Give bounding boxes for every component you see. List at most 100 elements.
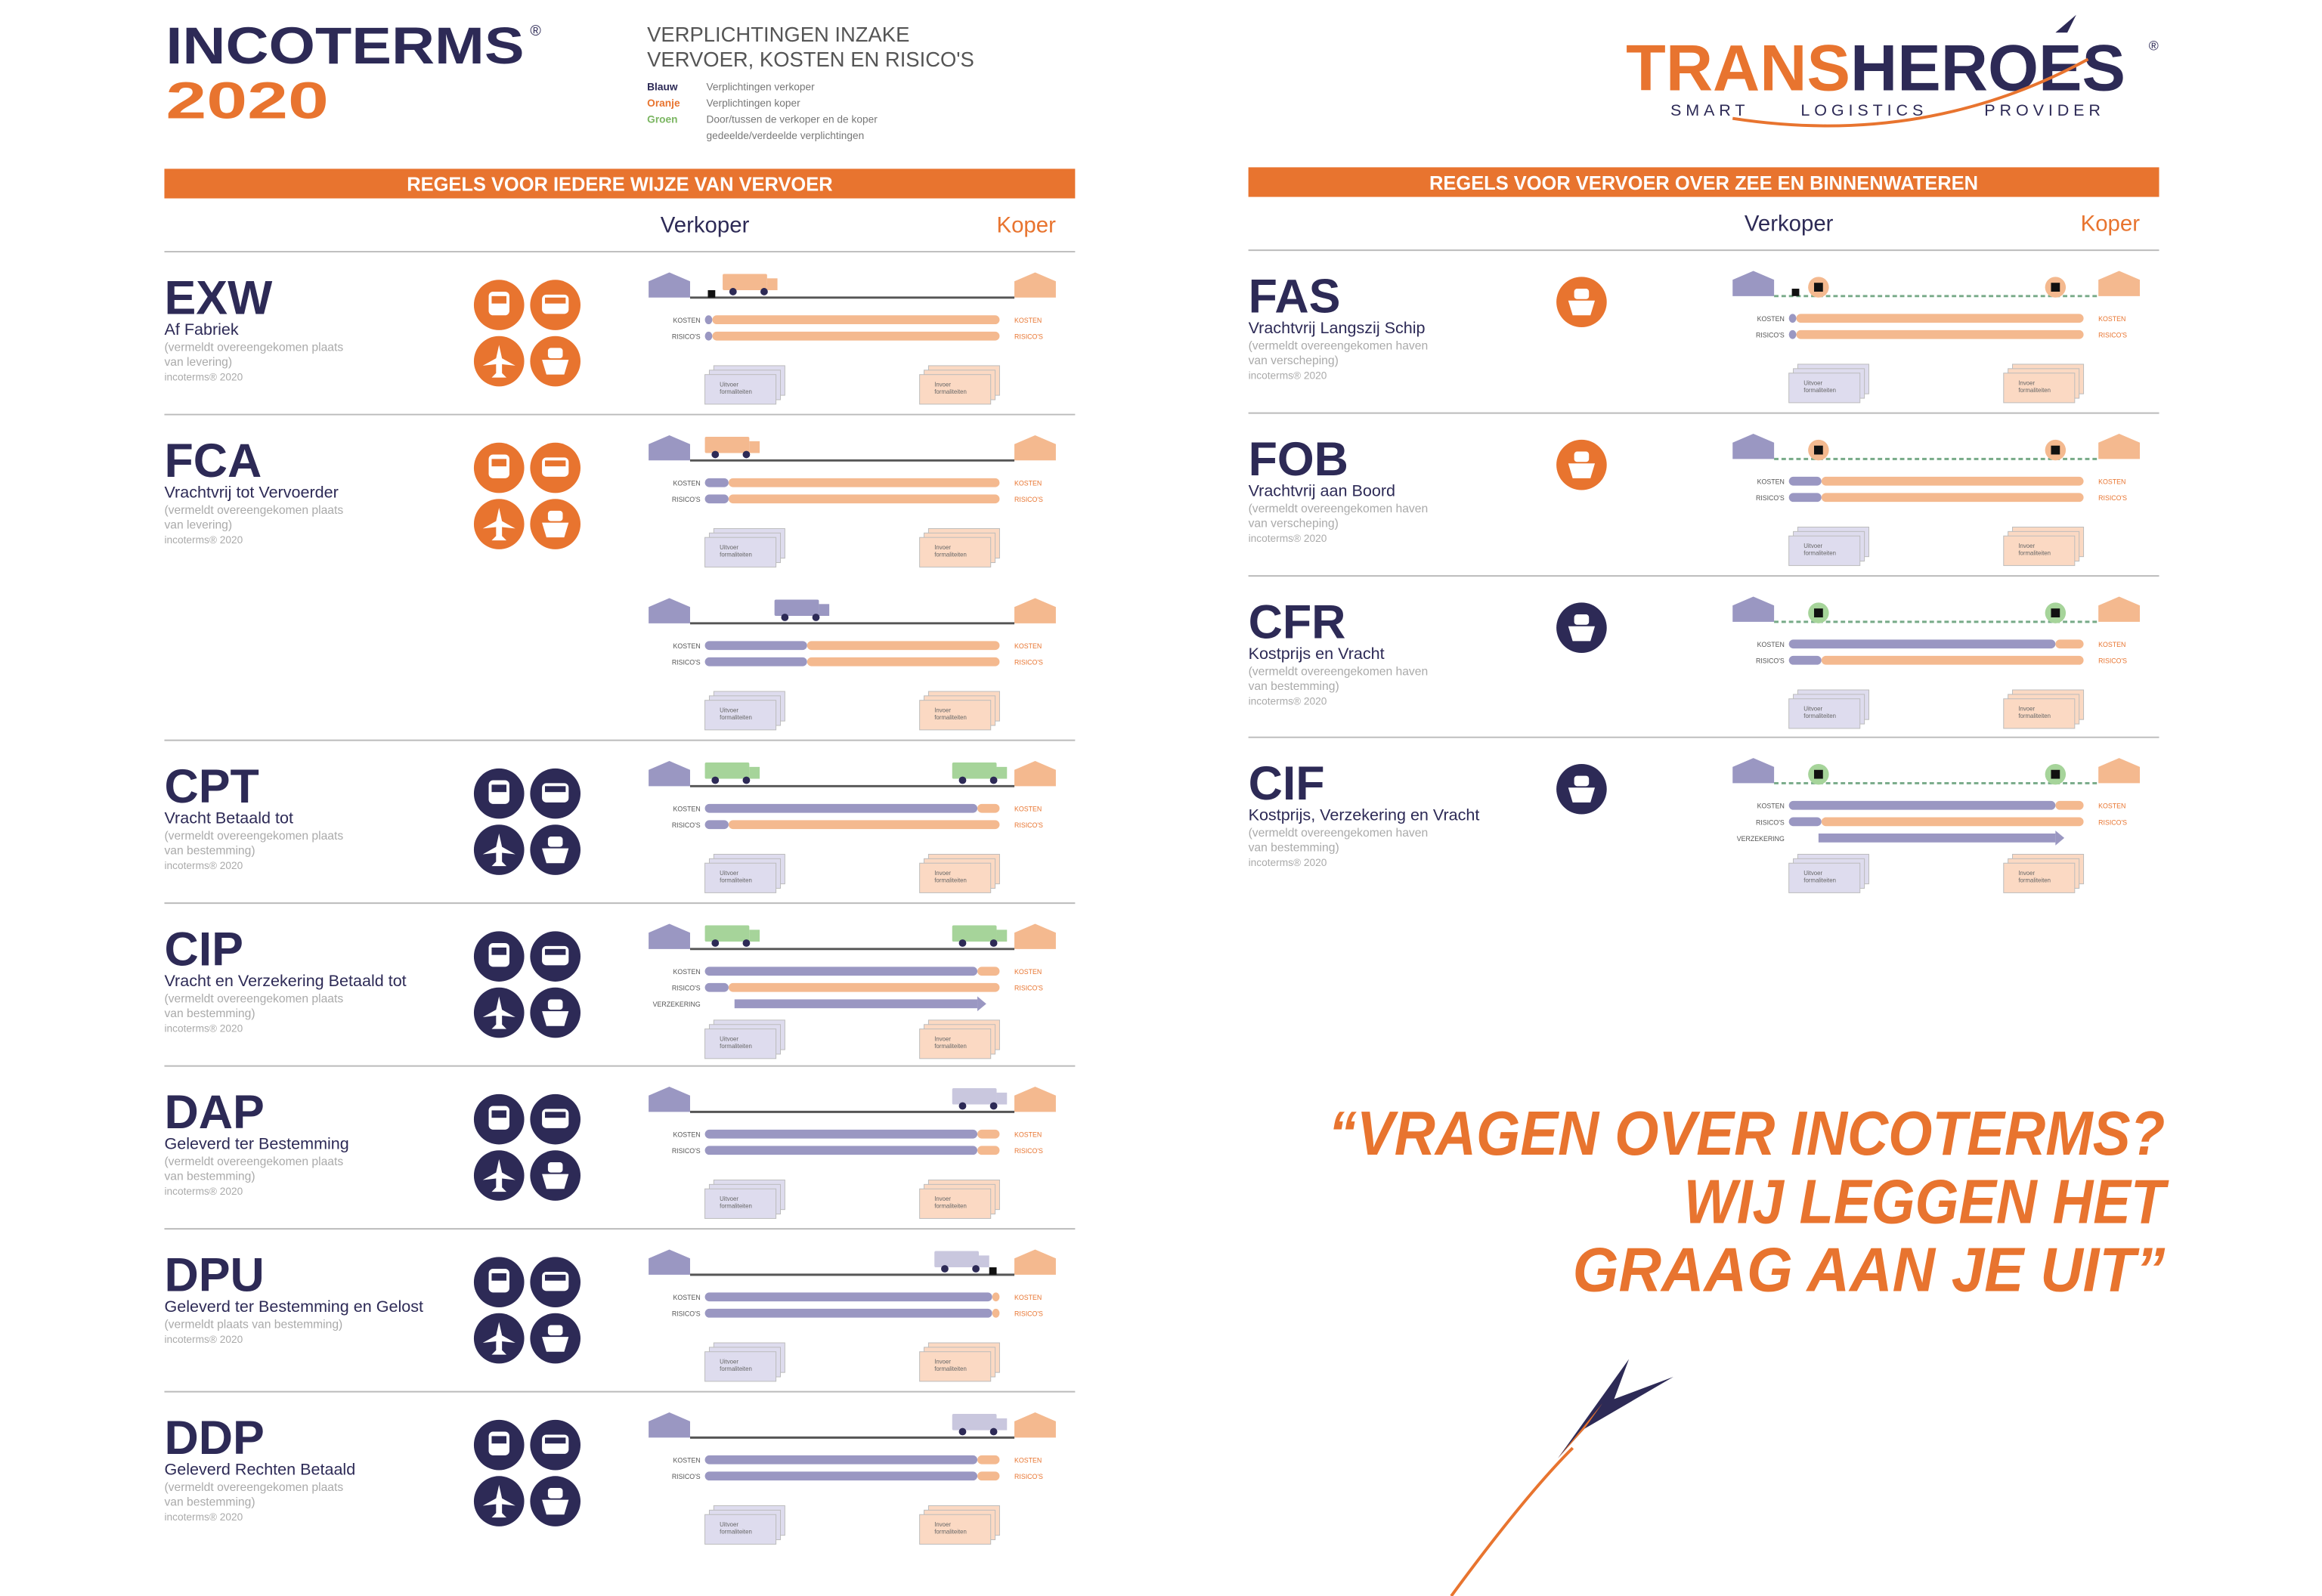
logo: TRANSHEROES — [1626, 32, 2125, 105]
term-note: (vermeldt overeengekomen plaats — [164, 1155, 343, 1168]
logo-part: TRANS — [1626, 32, 1850, 105]
truck — [952, 762, 997, 779]
document-label: formaliteiten — [934, 1366, 967, 1372]
bar-label-right: RISICO'S — [1014, 333, 1043, 341]
bar-label: KOSTEN — [1757, 478, 1785, 486]
term-footer: incoterms® 2020 — [164, 1186, 243, 1197]
bar-buyer — [1796, 314, 2084, 323]
house — [2098, 596, 2141, 622]
buyer-label: Koper — [997, 213, 1057, 238]
bar-label-right: RISICO'S — [1014, 821, 1043, 829]
legend-text: Verplichtingen koper — [707, 97, 801, 109]
truck-wheel — [958, 1102, 967, 1110]
logo-registered: ® — [2149, 39, 2159, 54]
truck-wheel — [989, 1102, 998, 1110]
bar-label-right: RISICO'S — [1014, 1147, 1043, 1155]
icon-ship — [1568, 626, 1596, 642]
icon-bus-window — [544, 786, 566, 793]
document-label: formaliteiten — [720, 552, 752, 558]
document-label: Uitvoer — [720, 544, 738, 551]
truck-wheel — [941, 1265, 949, 1273]
term-name: Vracht en Verzekering Betaald tot — [164, 971, 406, 990]
quote-line: “VRAGEN OVER INCOTERMS? — [1328, 1100, 2165, 1168]
term-name: Vrachtvrij aan Boord — [1249, 481, 1395, 500]
quote-line: WIJ LEGGEN HET — [1684, 1168, 2170, 1236]
logo-tagline: PROVIDER — [1984, 101, 2105, 119]
truck-cab — [979, 1255, 989, 1268]
icon-ship — [542, 522, 569, 538]
term-footer: incoterms® 2020 — [164, 1334, 243, 1345]
rocket-flame — [1558, 1403, 1602, 1458]
house — [1014, 1412, 1056, 1438]
term-code: DPU — [164, 1248, 264, 1301]
term-note: (vermeldt overeengekomen haven — [1249, 827, 1429, 840]
term-note: van verscheping) — [1249, 354, 1339, 367]
ship-marker-box — [2051, 608, 2060, 617]
bar-label: RISICO'S — [672, 1473, 701, 1480]
truck — [934, 1251, 980, 1268]
icon-train-window — [491, 1110, 507, 1118]
bar-label: RISICO'S — [1756, 494, 1785, 502]
term-code: EXW — [164, 271, 273, 324]
icon-train — [488, 780, 509, 804]
pickup-point — [1791, 289, 1800, 296]
house — [1732, 596, 1775, 622]
truck-wheel — [742, 776, 751, 784]
document-label: formaliteiten — [934, 1203, 967, 1210]
house — [649, 272, 690, 298]
bar-label-right: KOSTEN — [1014, 1457, 1042, 1465]
bar-label: KOSTEN — [673, 1131, 701, 1139]
document-label: Invoer — [2018, 705, 2035, 712]
house — [649, 923, 690, 949]
document-label: formaliteiten — [934, 877, 967, 884]
bar-seller — [704, 1455, 978, 1465]
truck-cab — [766, 278, 778, 290]
pickup-point — [707, 290, 716, 298]
document-label: Invoer — [934, 1195, 951, 1202]
term-note: van levering) — [164, 356, 232, 369]
house — [649, 598, 690, 623]
term-code: CIF — [1249, 757, 1325, 810]
house — [649, 1412, 690, 1438]
truck-cab — [996, 766, 1008, 779]
truck-wheel — [729, 288, 737, 295]
bar-seller — [704, 982, 729, 992]
bar-label-right: KOSTEN — [1014, 1131, 1042, 1139]
icon-plane — [482, 508, 515, 541]
bar-label: RISICO'S — [672, 659, 701, 667]
document — [704, 862, 777, 893]
document-label: Invoer — [934, 381, 951, 388]
legend-text: gedeelde/verdeelde verplichtingen — [707, 130, 865, 141]
bar-label: RISICO'S — [1756, 332, 1785, 339]
bar-buyer — [977, 803, 1000, 813]
term-name: Kostprijs, Verzekering en Vracht — [1249, 805, 1480, 824]
bar-buyer — [977, 1455, 1000, 1465]
house — [1014, 272, 1056, 298]
icon-ship — [1568, 787, 1596, 803]
term-footer: incoterms® 2020 — [1249, 857, 1327, 868]
icon-plane — [482, 1159, 515, 1192]
buyer-label: Koper — [2081, 212, 2141, 237]
document-label: formaliteiten — [1803, 550, 1836, 557]
truck — [704, 436, 750, 453]
icon-ship — [542, 360, 569, 375]
icon-ship-top — [1574, 614, 1590, 625]
bar-buyer — [807, 657, 1000, 667]
bar-insurance — [734, 999, 978, 1009]
truck — [723, 274, 767, 290]
truck — [952, 1414, 997, 1431]
document — [704, 1514, 777, 1545]
term-footer: incoterms® 2020 — [164, 534, 243, 546]
bar-buyer — [977, 1146, 1000, 1155]
bar-label: RISICO'S — [672, 333, 701, 341]
term-name: Vrachtvrij Langszij Schip — [1249, 318, 1426, 337]
truck-cab — [749, 929, 760, 942]
document — [704, 1351, 777, 1382]
icon-ship-top — [547, 510, 563, 521]
icon-bus — [542, 1109, 569, 1128]
term-note: (vermeldt overeengekomen plaats — [164, 504, 343, 517]
document-label: Invoer — [934, 870, 951, 877]
document-label: formaliteiten — [720, 877, 752, 884]
